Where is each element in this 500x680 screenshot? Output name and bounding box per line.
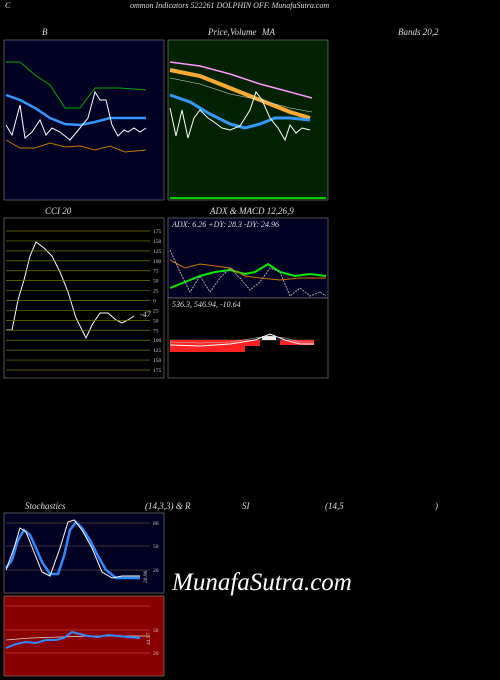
- bollinger-panel: [3, 39, 165, 201]
- panel-label: B: [42, 27, 48, 37]
- adx-panel: [167, 217, 329, 299]
- cci-panel: 175 150 125 100 75 50 25 0 25 50 75 100 125 150 175: [3, 217, 165, 379]
- tick-label: 50: [153, 318, 159, 324]
- tick-label: 50: [153, 279, 159, 285]
- tick-label: 20: [153, 651, 159, 657]
- panel-label: Stochastics: [25, 501, 66, 511]
- title: ommon Indicators 522261 DOLPHIN OFF. Mun…: [130, 1, 329, 10]
- panel-label: Bands 20,2: [398, 27, 439, 37]
- panel-label: (14,3,3) & R: [145, 501, 191, 511]
- price-panel: [167, 39, 329, 201]
- tick-label: 150: [153, 239, 162, 245]
- tick-label: 125: [153, 249, 162, 255]
- tick-label: 100: [153, 338, 162, 344]
- macd-panel: [167, 297, 329, 379]
- panel-label: (14,5: [325, 501, 344, 511]
- rsi-value: 44.57: [146, 632, 152, 645]
- stoch-value: 20.96: [143, 570, 149, 583]
- rsi-panel: 50 20: [3, 595, 165, 677]
- tick-label: 25: [153, 289, 159, 295]
- panel-label: SI: [242, 501, 251, 511]
- panel-label: Volume: [230, 27, 257, 37]
- panel-label: MA: [261, 27, 275, 37]
- tick-label: 25: [153, 308, 159, 314]
- stochastics-panel: 80 50 20: [3, 512, 165, 594]
- tick-label: 80: [153, 521, 159, 527]
- cci-value: -47: [140, 310, 152, 319]
- panel-label: ): [434, 501, 438, 511]
- tick-label: 75: [153, 269, 159, 275]
- adx-readout: ADX: 6.26 +DY: 28.3 -DY: 24.96: [171, 220, 279, 229]
- tick-label: 175: [153, 229, 162, 235]
- tick-label: 20: [153, 568, 159, 574]
- tick-label: 175: [153, 368, 162, 374]
- panel-label: CCI 20: [45, 206, 72, 216]
- panel-label: Price,: [207, 27, 230, 37]
- tick-label: 0: [153, 299, 156, 305]
- panel-label: ADX & MACD 12,26,9: [209, 206, 294, 216]
- tick-label: 50: [153, 544, 159, 550]
- tick-label: 50: [153, 628, 159, 634]
- tick-label: 125: [153, 348, 162, 354]
- watermark: MunafaSutra.com: [171, 569, 352, 596]
- tick-label: 100: [153, 259, 162, 265]
- tick-label: 150: [153, 358, 162, 364]
- title-initial: C: [5, 1, 11, 10]
- macd-readout: 536.3, 546.94, -10.64: [172, 300, 241, 309]
- tick-label: 75: [153, 328, 159, 334]
